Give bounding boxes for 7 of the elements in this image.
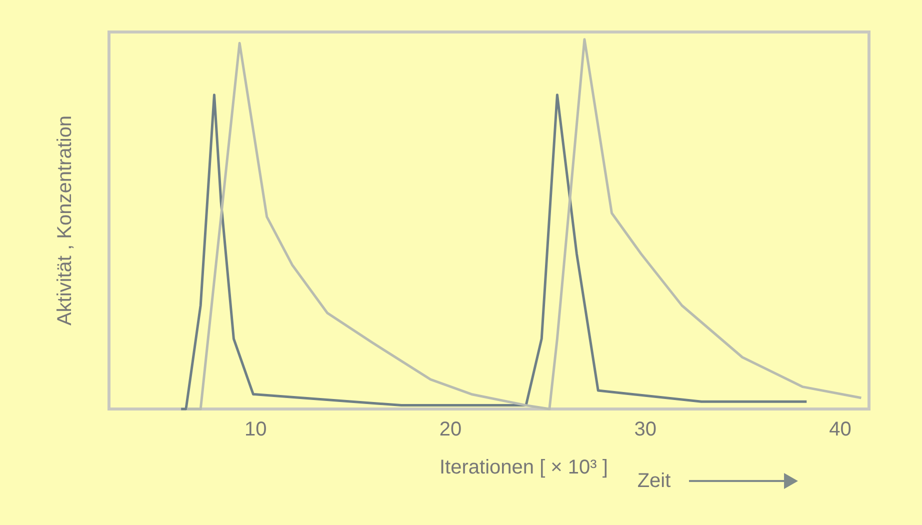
x-tick-label: 40 (829, 418, 852, 440)
text: Zeit (637, 470, 672, 492)
x-axis-title: Iterationen [ × 10³ ] (440, 456, 608, 478)
x-tick-label: 10 (244, 418, 267, 440)
x-tick-label: 30 (634, 418, 657, 440)
x-tick-label: 20 (439, 418, 462, 440)
y-axis-title: Aktivität , Konzentration (54, 115, 76, 326)
